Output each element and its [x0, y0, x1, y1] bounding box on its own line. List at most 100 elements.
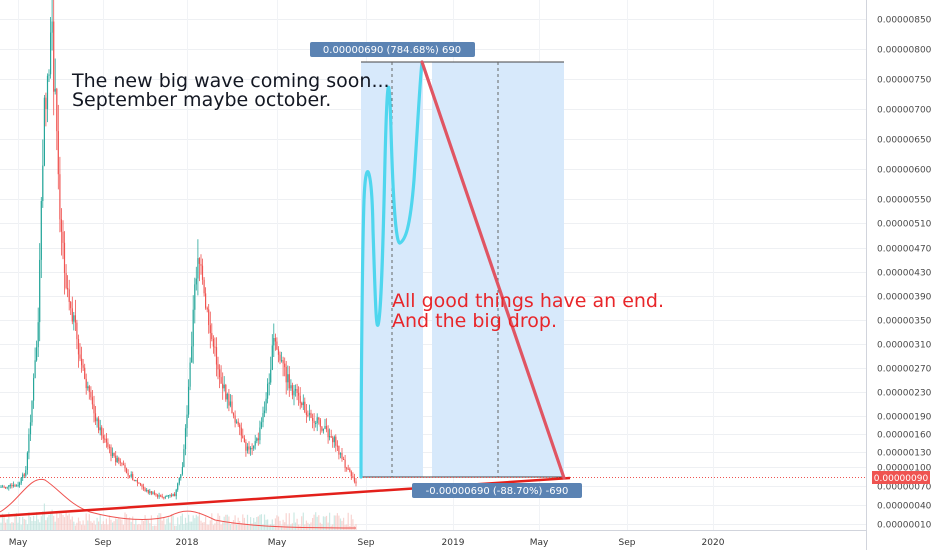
candle-body	[158, 495, 160, 497]
y-tick-label: 0.00000310	[877, 341, 932, 351]
candle-body	[51, 21, 53, 33]
candle-body	[327, 429, 329, 438]
x-tick-label: Sep	[619, 538, 636, 548]
volume-bar	[200, 520, 202, 530]
candle-body	[91, 397, 93, 405]
candle-body	[138, 482, 140, 484]
candle-body	[206, 307, 208, 310]
candle-body	[57, 131, 59, 175]
candle-body	[226, 393, 228, 400]
candle-body	[184, 428, 187, 450]
candle-body	[315, 423, 317, 424]
y-tick-label: 0.00000550	[877, 196, 932, 206]
candle-body	[243, 438, 245, 442]
volume-bar	[113, 521, 115, 530]
current-price-label: 0.00000090	[874, 474, 929, 484]
candle-body	[161, 496, 163, 498]
candle-body	[104, 438, 106, 440]
volume-bar	[74, 525, 76, 530]
candle-body	[318, 417, 320, 420]
candle-body	[70, 301, 72, 309]
candle-body	[20, 478, 22, 484]
candle-body	[25, 470, 27, 476]
volume-bar	[152, 526, 154, 530]
candle-body	[135, 480, 137, 482]
volume-bar	[313, 514, 315, 530]
volume-bar	[46, 517, 49, 530]
volume-bar	[104, 524, 106, 530]
candle-body	[3, 486, 5, 488]
candle-body	[347, 468, 349, 470]
y-tick-label: 0.00000070	[877, 483, 932, 493]
volume-bar	[48, 514, 50, 530]
candle-body	[208, 309, 210, 326]
volume-bar	[203, 522, 205, 530]
volume-bar	[194, 518, 196, 530]
candle-body	[155, 494, 157, 496]
y-tick-label: 0.00000850	[877, 16, 932, 26]
projection-ranges	[0, 61, 866, 478]
volume-bar	[174, 525, 176, 530]
candle-body	[215, 347, 218, 365]
volume-bar	[352, 519, 354, 530]
volume-bar	[3, 515, 5, 530]
volume-bar	[0, 522, 2, 530]
volume-bar	[40, 516, 42, 530]
down-range-badge	[412, 483, 582, 498]
candle-body	[189, 362, 191, 387]
volume-bar	[322, 516, 324, 530]
volume-bar	[119, 519, 121, 530]
candle-body	[150, 491, 152, 494]
volume-bar	[223, 516, 225, 530]
candle-body	[231, 401, 233, 414]
candle-body	[352, 476, 354, 478]
candle-body	[181, 467, 183, 475]
candle-body	[172, 494, 174, 497]
volume-bar	[212, 525, 214, 530]
candle-body	[294, 389, 297, 391]
volume-bars	[0, 478, 357, 530]
candle-body	[42, 165, 44, 201]
candle-body	[259, 427, 261, 441]
volume-bar	[307, 522, 309, 530]
projected-wave-path	[359, 60, 424, 479]
candle-body	[34, 360, 36, 379]
candle-body	[285, 367, 287, 383]
candle-body	[200, 264, 202, 266]
volume-bar	[163, 518, 165, 530]
candle-body	[195, 278, 197, 285]
volume-bar	[115, 518, 117, 530]
volume-bar	[211, 513, 213, 530]
candle-body	[94, 413, 97, 422]
candle-body	[330, 436, 332, 438]
y-tick-label: 0.00000270	[877, 365, 932, 375]
drop-annotation-line1: All good things have an end.	[392, 290, 664, 312]
candle-body	[43, 97, 45, 166]
volume-bar	[11, 522, 13, 530]
candle-body	[355, 481, 357, 484]
y-tick-label: 0.00000100	[877, 464, 932, 474]
volume-bar	[118, 518, 120, 530]
current-price-tag	[872, 471, 930, 484]
candle-body	[270, 369, 272, 383]
volume-bar	[177, 517, 179, 530]
candle-body	[344, 459, 346, 468]
x-tick-label: Sep	[358, 538, 375, 548]
candle-body	[139, 483, 142, 485]
volume-bar	[79, 521, 81, 530]
volume-bar	[319, 522, 321, 530]
candle-body	[325, 426, 328, 430]
y-tick-label: 0.00000650	[877, 136, 932, 146]
candle-body	[107, 442, 109, 447]
volume-bar	[37, 519, 39, 530]
volume-bar	[122, 524, 124, 530]
candle-body	[290, 385, 292, 389]
volume-bar	[136, 524, 138, 530]
volume-bar	[5, 522, 7, 530]
candle-body	[84, 367, 86, 379]
candle-body	[9, 484, 11, 486]
volume-bar	[256, 517, 258, 530]
volume-bar	[141, 519, 143, 530]
candle-body	[0, 486, 2, 488]
